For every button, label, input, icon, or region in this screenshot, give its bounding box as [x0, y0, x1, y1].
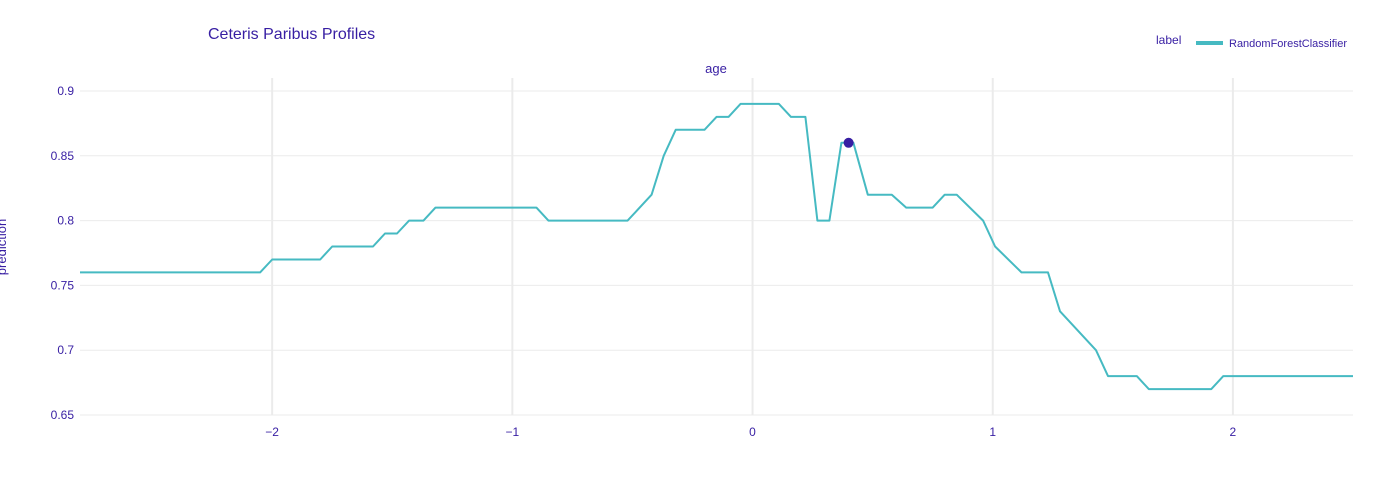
x-tick-label: 1	[989, 425, 996, 439]
y-tick-label: 0.75	[51, 278, 75, 292]
x-tick-label: 2	[1230, 425, 1237, 439]
x-tick-label: −1	[505, 425, 519, 439]
legend: label RandomForestClassifier	[1156, 33, 1347, 50]
y-tick-label: 0.85	[51, 149, 75, 163]
x-tick-label: 0	[749, 425, 756, 439]
panel-subtitle: age	[705, 61, 727, 76]
axes-layer: 0.65 0.7 0.75 0.8 0.85 0.9 −2 −1 0 1 2	[51, 84, 1237, 439]
legend-item-label[interactable]: RandomForestClassifier	[1229, 38, 1347, 50]
chart-title: Ceteris Paribus Profiles	[208, 26, 375, 43]
series-layer	[80, 102, 1353, 391]
observation-point	[843, 137, 854, 148]
series-line-randomforestclassifier	[80, 102, 1353, 391]
y-tick-label: 0.9	[57, 84, 74, 98]
y-tick-label: 0.65	[51, 408, 75, 422]
y-tick-label: 0.8	[57, 214, 74, 228]
grid-lines	[80, 78, 1353, 416]
x-tick-label: −2	[265, 425, 279, 439]
y-axis-label: prediction	[0, 219, 9, 275]
y-tick-label: 0.7	[57, 343, 74, 357]
legend-title: label	[1156, 33, 1181, 47]
